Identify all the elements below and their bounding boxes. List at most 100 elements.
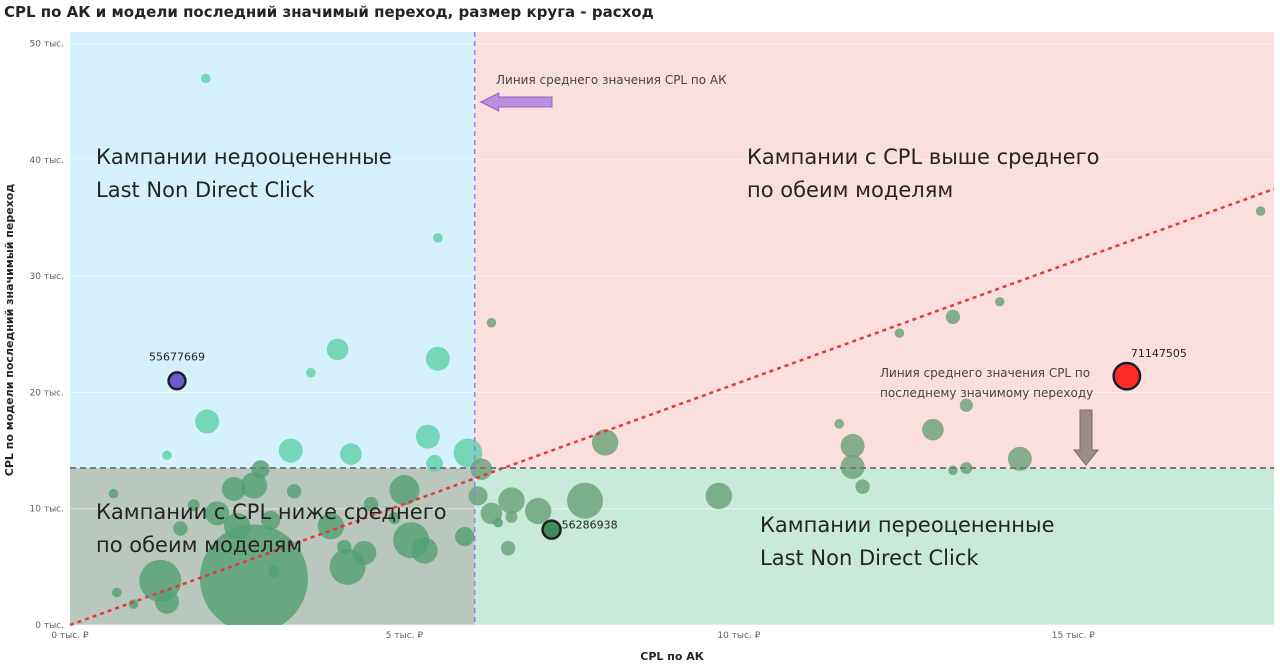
data-point <box>500 541 516 556</box>
x-tick-label: 15 тыс. ₽ <box>1052 631 1095 641</box>
data-point <box>855 479 870 494</box>
data-point <box>317 512 345 540</box>
y-tick-label: 20 тыс. <box>30 388 64 398</box>
arrow-left-icon <box>479 92 553 112</box>
data-point <box>205 501 230 526</box>
data-point <box>960 462 973 475</box>
data-point <box>278 438 303 463</box>
data-point <box>994 296 1005 307</box>
data-point <box>591 429 619 456</box>
quadrant-label-bottom-right: Last Non Direct Click <box>760 546 979 570</box>
x-axis-title: CPL по АК <box>640 650 703 663</box>
y-tick-label: 10 тыс. <box>30 505 64 515</box>
data-point <box>261 510 281 530</box>
arrow-down-icon <box>1072 409 1100 466</box>
data-point <box>199 524 308 625</box>
point-label: 56286938 <box>562 519 618 532</box>
y-tick-label: 30 тыс. <box>30 272 64 282</box>
data-point <box>453 438 483 468</box>
avg-y-annotation: Линия среднего значения CPL по <box>880 366 1090 380</box>
point-label: 55677669 <box>149 350 205 363</box>
avg-y-annotation: последнему значимому переходу <box>880 386 1093 400</box>
data-point <box>240 472 268 499</box>
quadrant-top-left <box>70 32 475 469</box>
data-point <box>162 450 172 461</box>
data-point <box>505 510 518 523</box>
quadrant-top-right <box>474 32 1275 469</box>
data-point <box>433 233 443 243</box>
data-point <box>468 486 488 506</box>
data-point <box>945 309 961 325</box>
quadrant-label-bottom-right: Кампании переоцененные <box>760 513 1055 537</box>
data-point <box>251 460 270 479</box>
quadrant-label-top-left: Кампании недооцененные <box>96 145 392 169</box>
y-tick-label: 40 тыс. <box>30 156 64 166</box>
data-point <box>108 488 119 499</box>
data-point <box>112 587 122 598</box>
data-point <box>352 540 377 565</box>
highlighted-point <box>167 371 187 391</box>
data-point <box>415 424 440 449</box>
data-point <box>187 499 200 512</box>
highlighted-point <box>1112 361 1142 391</box>
data-point <box>425 346 450 371</box>
data-point <box>1007 446 1032 471</box>
quadrant-labels: Кампании недооцененные Last Non Direct Cl… <box>96 145 1099 570</box>
quadrant-label-top-right: Кампании с CPL выше среднего <box>747 145 1099 169</box>
data-point <box>363 496 379 512</box>
quadrant-bottom-right <box>474 468 1275 625</box>
y-axis-ticks: 0 тыс. 10 тыс. 20 тыс. 30 тыс. 40 тыс. 50 тыс… <box>30 40 64 631</box>
data-point <box>389 475 420 506</box>
data-point <box>286 484 302 499</box>
x-tick-label: 10 тыс. ₽ <box>717 631 760 641</box>
x-tick-label: 0 тыс. ₽ <box>51 631 89 641</box>
data-point <box>388 512 401 525</box>
data-point <box>195 409 220 434</box>
y-axis-title: CPL по модели последний значимый переход <box>3 184 16 477</box>
quadrant-label-bottom-left: Кампании с CPL ниже среднего <box>96 500 447 524</box>
data-point <box>268 565 281 578</box>
data-point <box>128 599 139 609</box>
data-point <box>834 419 845 429</box>
data-point <box>1255 206 1266 216</box>
trend-line <box>69 187 1275 627</box>
avg-x-annotation: Линия среднего значения CPL по АК <box>496 73 727 87</box>
data-point <box>498 487 525 514</box>
y-tick-label: 50 тыс. <box>30 40 64 50</box>
data-point <box>486 317 497 328</box>
quadrant-label-top-left: Last Non Direct Click <box>96 178 315 202</box>
data-point <box>894 328 905 338</box>
quadrant-label-bottom-left: по обеим моделям <box>96 533 302 557</box>
data-point <box>426 454 443 472</box>
data-point <box>411 537 438 564</box>
data-point <box>470 458 493 480</box>
data-points <box>108 73 1266 625</box>
data-point <box>340 443 362 465</box>
highlighted-point <box>541 519 562 540</box>
data-point <box>840 454 865 479</box>
data-point <box>493 517 503 528</box>
data-point <box>200 73 211 84</box>
data-point <box>221 476 246 501</box>
data-point <box>705 482 733 510</box>
data-point <box>224 512 251 540</box>
data-point <box>306 367 316 378</box>
data-point <box>154 589 179 614</box>
x-axis-ticks: 0 тыс. ₽ 5 тыс. ₽ 10 тыс. ₽ 15 тыс. ₽ <box>51 631 1095 641</box>
quadrant-label-top-right: по обеим моделям <box>747 178 953 202</box>
data-point <box>455 527 475 547</box>
y-tick-label: 0 тыс. <box>35 621 64 631</box>
x-tick-label: 5 тыс. ₽ <box>386 631 424 641</box>
annotations: Линия среднего значения CPL по АК Линия с… <box>479 73 1100 466</box>
data-point <box>840 433 865 458</box>
data-point <box>959 398 973 412</box>
data-point <box>948 465 958 476</box>
data-point <box>326 338 349 361</box>
reference-lines: 55677669 71147505 56286938 <box>69 32 1275 627</box>
chart-title: CPL по АК и модели последний значимый пе… <box>4 3 654 21</box>
point-label: 71147505 <box>1131 347 1187 360</box>
data-point <box>922 418 944 441</box>
data-point <box>567 482 604 519</box>
data-point <box>173 521 188 536</box>
